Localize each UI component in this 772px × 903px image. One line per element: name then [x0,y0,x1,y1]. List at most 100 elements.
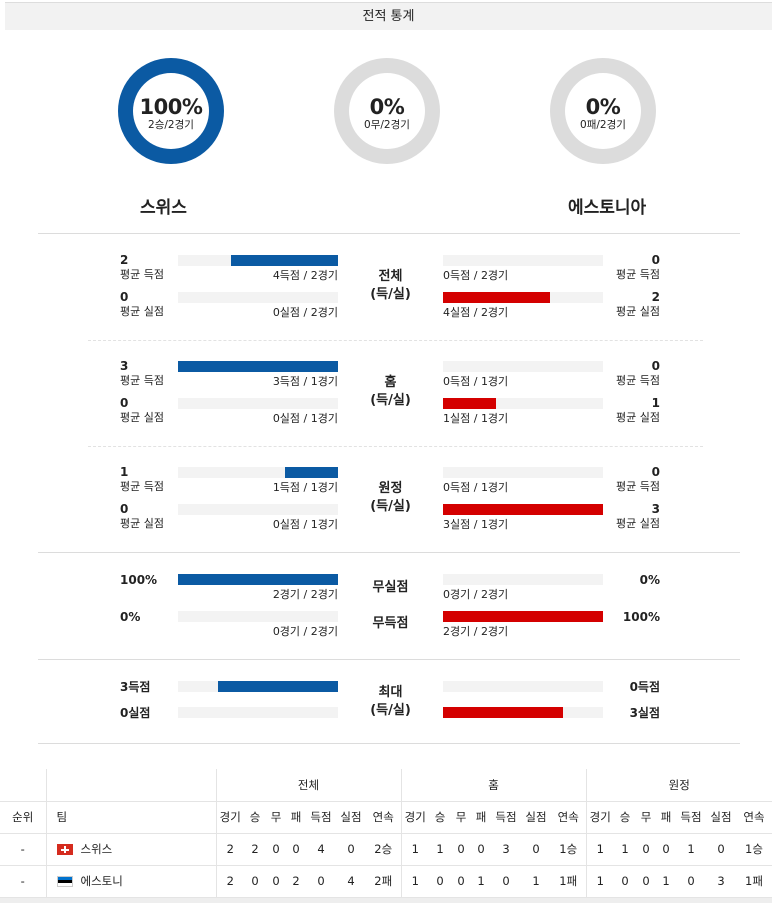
home-conceded-bar [178,504,338,515]
home-conceded-avg: 0 [120,290,129,304]
all-stat-cell: 2 [215,833,244,866]
win-rate-donut: 100% 2승/2경기 [118,58,224,164]
draw-rate-sub: 0무/2경기 [364,119,410,131]
column-header: 실점 [336,801,366,834]
home-scored-avg: 3 [120,359,129,373]
home-team-name: 스위스 [140,198,187,218]
section-title: 원정 (득/실) [343,480,438,516]
home-scored-bar-label: 3득점 / 1경기 [272,375,338,388]
win-rate-sub: 2승/2경기 [148,119,194,131]
home-scored-fill [231,255,338,266]
home-max-scored-fill [218,681,338,692]
section-title-line1: 홈 [384,375,397,390]
home-scored-bar [178,361,338,372]
column-header: 경기 [400,801,429,834]
all-stat-cell: 2패 [366,865,401,898]
home-scored-avg-label: 평균 득점 [120,480,164,493]
away-stat-cell: 1승 [736,833,772,866]
away-scored-bar-label: 0득점 / 1경기 [443,375,509,388]
group-header-away: 원정 [585,769,772,802]
away-scored-avg-label: 평균 득점 [616,374,660,387]
away-scored-bar [443,467,603,478]
team-cell[interactable]: 스위스 [45,833,216,866]
away-stat-cell: 0 [706,833,736,866]
no-score-title: 무득점 [372,616,409,631]
home-clean-sheet-bar [178,574,338,585]
home-scored-bar [178,467,338,478]
swiss-flag-icon [56,844,73,855]
all-stat-cell: 0 [336,833,366,866]
away-conceded-fill [443,398,496,409]
home-scored-fill [178,361,338,372]
all-stat-cell: 2 [244,833,266,866]
max-title-line1: 최대 [378,685,403,700]
column-header: 승 [244,801,266,834]
column-header: 무 [451,801,471,834]
away-scored-bar-label: 0득점 / 1경기 [443,481,509,494]
away-no-score-bar [443,611,603,622]
all-stat-cell: 0 [266,865,286,898]
away-scored-avg: 0 [651,465,660,479]
away-max-scored-bar [443,681,603,692]
all-stat-cell: 0 [244,865,266,898]
away-conceded-fill [443,292,550,303]
away-stat-cell: 1 [585,865,614,898]
away-clean-sheet-bar [443,574,603,585]
column-header: 승 [614,801,636,834]
group-header-home: 홈 [400,769,586,802]
column-header: 실점 [706,801,736,834]
away-no-score-fill [443,611,603,622]
away-max-conceded: 3실점 [629,706,660,720]
away-scored-avg: 0 [651,359,660,373]
away-clean-sheet-pct: 0% [639,573,660,587]
all-stat-cell: 0 [306,865,336,898]
home-stat-cell: 0 [521,833,551,866]
away-scored-avg: 0 [651,253,660,267]
group-header-all: 전체 [215,769,401,802]
home-conceded-bar [178,292,338,303]
away-no-score-pct: 100% [622,610,660,624]
home-stat-cell: 0 [451,833,471,866]
home-stat-cell: 1 [429,833,451,866]
section-title-line1: 원정 [378,481,403,496]
away-conceded-bar [443,292,603,303]
all-stat-cell: 4 [306,833,336,866]
away-team-name: 에스토니아 [568,198,647,218]
team-cell[interactable]: 에스토니 [45,865,216,898]
home-stat-cell: 0 [429,865,451,898]
away-max-scored: 0득점 [629,680,660,694]
max-title-line2: (득/실) [370,703,411,718]
home-no-score-pct: 0% [120,610,141,624]
section-title-line2: (득/실) [370,287,411,302]
section-title: 홈 (득/실) [343,374,438,410]
home-scored-avg: 2 [120,253,129,267]
column-header: 연속 [551,801,586,834]
home-scored-bar-label: 1득점 / 1경기 [272,481,338,494]
home-conceded-bar-label: 0실점 / 2경기 [272,306,338,319]
away-conceded-bar-label: 1실점 / 1경기 [443,412,509,425]
home-conceded-avg: 0 [120,396,129,410]
away-conceded-avg-label: 평균 실점 [616,305,660,318]
all-stat-cell: 0 [286,833,306,866]
column-header: 연속 [366,801,401,834]
home-stat-cell: 0 [491,865,521,898]
away-scored-bar [443,361,603,372]
column-header: 득점 [676,801,706,834]
column-header: 패 [286,801,306,834]
away-clean-sheet-label: 0경기 / 2경기 [443,588,509,601]
home-scored-avg-label: 평균 득점 [120,374,164,387]
home-scored-avg: 1 [120,465,129,479]
rank-cell: - [0,865,46,898]
rank-cell: - [0,833,46,866]
away-conceded-bar [443,504,603,515]
draw-rate-donut: 0% 0무/2경기 [334,58,440,164]
away-stat-cell: 3 [706,865,736,898]
home-max-conceded: 0실점 [120,706,151,720]
column-header: 연속 [736,801,772,834]
column-header: 실점 [521,801,551,834]
away-conceded-avg: 2 [651,290,660,304]
home-conceded-avg-label: 평균 실점 [120,305,164,318]
column-header: 패 [656,801,676,834]
away-stat-cell: 1 [614,833,636,866]
home-conceded-avg: 0 [120,502,129,516]
